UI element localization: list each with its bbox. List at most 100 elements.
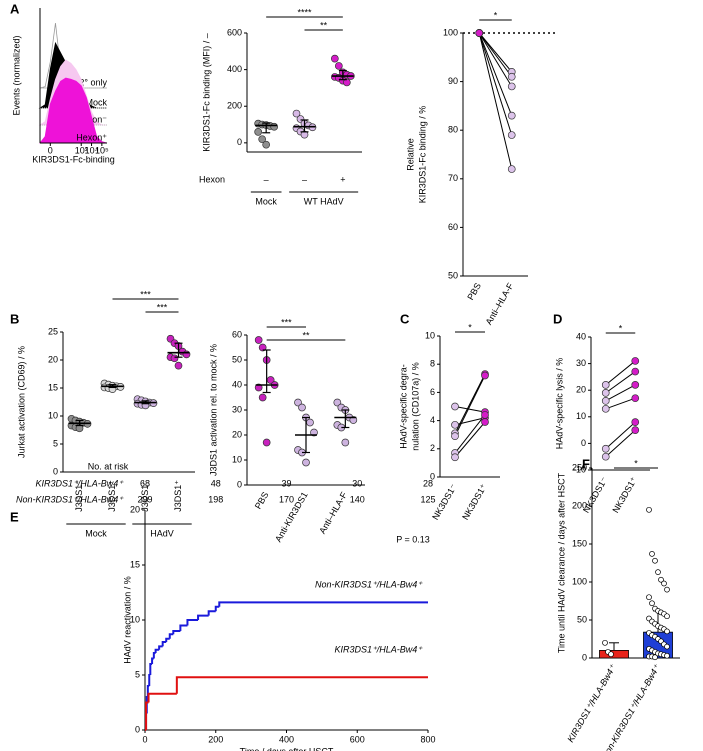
data-point [655, 569, 661, 575]
data-point [631, 394, 640, 403]
data-point [649, 600, 655, 607]
significance-label: **** [297, 7, 312, 17]
data-point [174, 361, 183, 370]
histogram [39, 77, 108, 144]
significance-label: * [619, 323, 623, 333]
risk-count: 299 [137, 494, 152, 504]
series-label: Hexon⁺ [76, 132, 107, 142]
series-label: 2° only [79, 77, 107, 87]
y-tick-label: 10 [576, 411, 586, 421]
risk-row-label: KIR3DS1⁺/HLA-Bw4⁺ [35, 478, 124, 488]
y-tick-label: 20 [576, 385, 586, 395]
data-point [306, 418, 314, 427]
y-tick-label: 200 [227, 101, 242, 111]
y-axis-label: Events (normalized) [11, 35, 21, 115]
data-point [631, 381, 640, 389]
group-label: HAdV [150, 528, 174, 538]
y-tick-label: 0 [430, 471, 435, 481]
survival-step [186, 619, 199, 626]
data-point [341, 438, 350, 447]
y-tick-label: 25 [48, 326, 58, 336]
x-tick-label: 0 [48, 145, 53, 155]
survival-step [168, 633, 174, 639]
data-point [262, 140, 271, 149]
survival-step [149, 663, 153, 675]
risk-count: 48 [211, 478, 221, 488]
y-tick-label: 20 [232, 429, 242, 439]
survival-step [179, 624, 188, 631]
bar [599, 650, 629, 659]
x-tick-label: 10⁴ [85, 145, 99, 155]
x-tick-label: J3DS1⁺ [173, 480, 183, 512]
risk-count: 170 [279, 494, 294, 504]
pair-line [478, 32, 513, 87]
panel-label: E [10, 509, 19, 524]
data-point [664, 652, 670, 659]
pair-line [605, 397, 636, 410]
significance-label: * [634, 458, 638, 468]
y-tick-label: 0 [53, 466, 58, 476]
y-axis-label: Jurkat activation (CD69) / % [16, 346, 26, 458]
data-point [258, 135, 267, 144]
series-label: Mock [85, 97, 107, 107]
y-axis-label: nulation (CD107a) / % [410, 362, 420, 451]
pair-line [605, 429, 636, 458]
y-tick-label: 200 [572, 500, 587, 510]
data-point [330, 54, 339, 63]
data-point [601, 444, 610, 453]
significance-label: *** [140, 289, 151, 299]
survival-step [197, 614, 209, 620]
y-tick-label: 0 [581, 438, 586, 448]
data-point [451, 432, 459, 440]
survival-step [207, 610, 216, 616]
survival-step [175, 676, 428, 694]
significance-label: ** [302, 330, 310, 340]
y-tick-label: 80 [448, 125, 458, 135]
data-point [302, 458, 310, 467]
data-point [334, 62, 343, 70]
x-tick-label: J3DS1⁻ [74, 480, 84, 512]
data-point [481, 418, 489, 426]
data-point [298, 403, 306, 412]
y-tick-label: -10 [573, 464, 586, 474]
y-tick-label: 5 [135, 669, 140, 679]
y-axis-label: KIR3DS1-Fc binding (MFI) / – [201, 33, 211, 152]
survival-step [158, 645, 163, 650]
panel-label: B [10, 311, 19, 326]
significance-label: * [468, 322, 472, 332]
row-label: Hexon [199, 174, 225, 184]
y-tick-label: 100 [572, 576, 587, 586]
survival-step [218, 601, 428, 607]
data-point [258, 393, 267, 402]
y-tick-label: 50 [577, 614, 587, 624]
pair-line [454, 421, 486, 458]
data-point [342, 78, 351, 87]
y-tick-label: 400 [227, 64, 242, 74]
data-point [602, 639, 608, 646]
x-tick-label: – [302, 174, 307, 184]
data-point [507, 111, 516, 120]
significance-label: * [494, 10, 498, 20]
x-tick-label: NK3DS1⁺ [460, 482, 489, 522]
data-point [507, 131, 516, 139]
data-point [270, 122, 279, 131]
significance-label: *** [281, 317, 292, 327]
x-tick-label: 200 [208, 734, 223, 744]
pair-line [478, 32, 513, 116]
data-point [646, 594, 652, 601]
y-tick-label: 30 [576, 358, 586, 368]
data-point [664, 586, 670, 593]
x-tick-label: NK3DS1⁺ [610, 475, 639, 515]
x-tick-label: 800 [420, 734, 435, 744]
y-tick-label: 8 [430, 359, 435, 369]
data-point [658, 576, 664, 583]
risk-count: 28 [423, 478, 433, 488]
risk-count: 140 [350, 494, 365, 504]
y-tick-label: 0 [135, 724, 140, 734]
series-label: Non-KIR3DS1⁺/HLA-Bw4⁺ [315, 579, 423, 589]
x-tick-label: – [264, 174, 269, 184]
y-axis-label: KIR3DS1-Fc binding / % [417, 106, 427, 204]
pair-line [454, 414, 486, 454]
